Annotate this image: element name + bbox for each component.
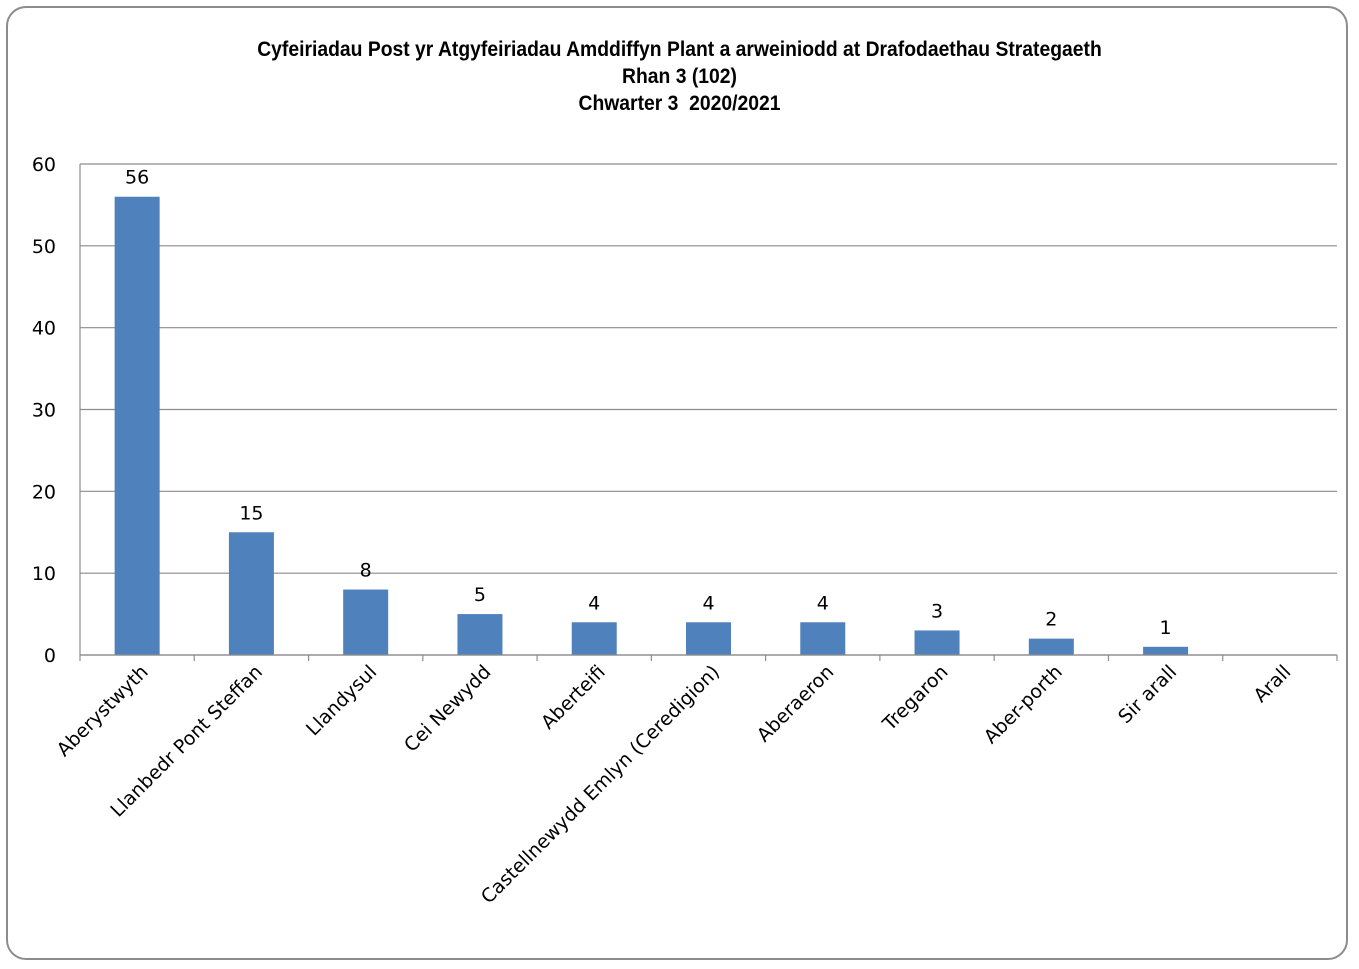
bar [457,614,503,655]
data-label: 56 [125,167,149,189]
chart-title-line-3: Chwarter 3 2020/2021 [578,92,781,115]
bar [914,630,960,655]
bar [1143,646,1189,655]
bar [686,622,731,655]
x-category-label: Arall [1249,661,1295,707]
y-tick-label: 50 [32,236,56,258]
data-label: 5 [474,584,486,606]
data-label: 4 [702,592,714,614]
y-tick-label: 20 [32,481,56,503]
chart-title: Cyfeiriadau Post yr Atgyfeiriadau Amddif… [0,36,1359,117]
y-tick-label: 30 [32,400,56,422]
data-label: 2 [1045,609,1057,631]
y-tick-label: 60 [32,154,56,176]
data-label: 1 [1160,617,1172,639]
data-label: 4 [817,592,829,614]
y-tick-label: 0 [44,645,56,667]
x-category-label: Castellnewydd Emlyn (Ceredigion) [477,661,724,908]
data-label: 8 [360,560,372,582]
chart-frame [6,6,1348,960]
bar [114,196,160,655]
x-category-label: Aberteifi [537,661,610,734]
x-category-label: Aberaeron [753,661,839,747]
data-label: 15 [239,502,263,524]
chart-title-line-2: Rhan 3 (102) [622,65,737,88]
x-category-label: Aber-porth [980,661,1067,748]
bar [800,622,846,655]
data-label: 4 [588,592,600,614]
x-category-label: Tregaron [878,661,953,736]
chart-title-line-1: Cyfeiriadau Post yr Atgyfeiriadau Amddif… [257,38,1102,61]
x-category-label: Cei Newydd [400,661,496,757]
x-category-label: Llandysul [302,661,381,740]
x-category-label: Aberystwyth [53,661,153,761]
data-label: 3 [931,600,943,622]
y-tick-label: 40 [32,318,56,340]
y-tick-label: 10 [32,563,56,585]
bar [571,622,617,655]
bar [343,589,389,655]
x-category-label: Sir arall [1114,661,1181,728]
bar [228,532,274,655]
bar [1028,638,1074,655]
